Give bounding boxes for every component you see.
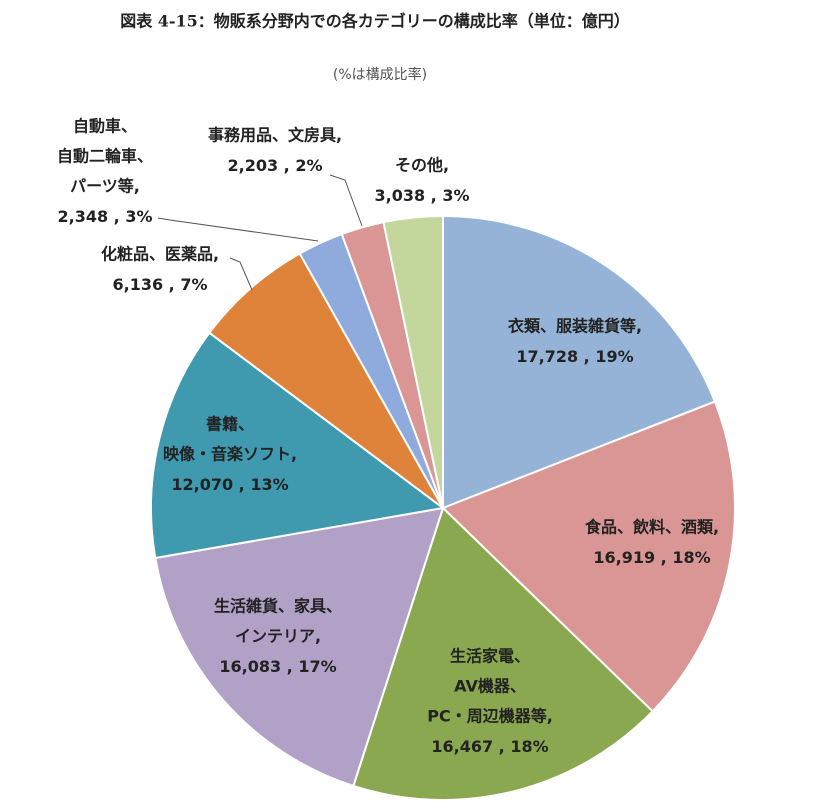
leader-line	[229, 257, 253, 291]
slice-label: 生活雑貨、家具、	[214, 597, 342, 616]
slice-value-label: 16,919 , 18%	[593, 548, 710, 567]
separator: ,	[425, 186, 442, 205]
slice-label: AV機器、	[454, 677, 526, 696]
pie-slice	[442, 214, 717, 510]
slice-label: インテリア,	[235, 627, 321, 646]
slice-value-label: 17,728 , 19%	[516, 347, 633, 366]
pie-slice	[441, 400, 736, 713]
pie-slice	[207, 252, 444, 509]
value-label: 6,136	[113, 275, 164, 294]
slice-label: 衣類、服装雑貨等,	[508, 317, 642, 336]
slice-label: PC・周辺機器等,	[427, 707, 553, 726]
chart-subtitle: (%は構成比率)	[333, 66, 427, 83]
value-label: 16,083	[219, 657, 281, 676]
slice-label: 化粧品、医薬品,	[101, 245, 219, 264]
percent-label: 17%	[298, 657, 336, 676]
separator: ,	[233, 475, 250, 494]
pie-slice	[150, 331, 446, 560]
separator: ,	[278, 156, 295, 175]
slice-value-label: 2,348 , 3%	[58, 207, 153, 226]
separator: ,	[281, 657, 298, 676]
slice-label: パーツ等,	[70, 177, 140, 196]
slice-label: 生活家電、	[450, 647, 530, 666]
slice-label: 映像・音楽ソフト,	[163, 445, 297, 464]
percent-label: 18%	[510, 737, 548, 756]
value-label: 16,467	[431, 737, 493, 756]
percent-label: 13%	[250, 475, 288, 494]
separator: ,	[655, 548, 672, 567]
pie-slice	[352, 506, 655, 801]
value-label: 16,919	[593, 548, 655, 567]
separator: ,	[493, 737, 510, 756]
slice-label: 自動車、	[73, 117, 137, 136]
value-label: 2,348	[58, 207, 109, 226]
separator: ,	[163, 275, 180, 294]
slice-value-label: 2,203 , 2%	[228, 156, 323, 175]
pie-slice	[154, 506, 445, 788]
leader-line	[157, 217, 319, 242]
slice-label: 書籍、	[206, 415, 254, 434]
slice-value-label: 16,083 , 17%	[219, 657, 336, 676]
percent-label: 18%	[672, 548, 710, 567]
chart-title: 図表 4-15：物販系分野内での各カテゴリーの構成比率（単位：億円）	[120, 12, 630, 31]
slice-value-label: 3,038 , 3%	[375, 186, 470, 205]
leader-line	[329, 174, 363, 227]
separator: ,	[108, 207, 125, 226]
separator: ,	[578, 347, 595, 366]
slice-value-label: 12,070 , 13%	[171, 475, 288, 494]
value-label: 3,038	[375, 186, 426, 205]
slice-label: 自動二輪車、	[57, 147, 153, 166]
pie-slice	[382, 214, 444, 509]
percent-label: 3%	[442, 186, 469, 205]
slice-value-label: 6,136 , 7%	[113, 275, 208, 294]
slice-label: その他,	[395, 156, 449, 175]
percent-label: 2%	[295, 156, 322, 175]
percent-label: 3%	[125, 207, 152, 226]
slice-value-label: 16,467 , 18%	[431, 737, 548, 756]
percent-label: 19%	[595, 347, 633, 366]
percent-label: 7%	[180, 275, 207, 294]
slice-label: 食品、飲料、酒類,	[584, 518, 719, 537]
value-label: 17,728	[516, 347, 578, 366]
value-label: 12,070	[171, 475, 233, 494]
value-label: 2,203	[228, 156, 279, 175]
slice-label: 事務用品、文房具,	[208, 126, 342, 145]
